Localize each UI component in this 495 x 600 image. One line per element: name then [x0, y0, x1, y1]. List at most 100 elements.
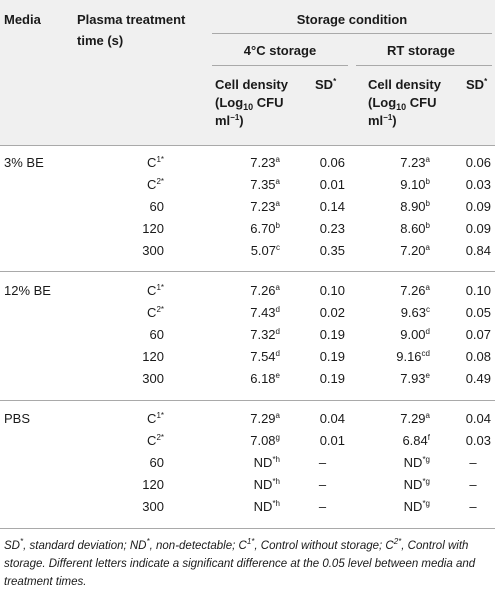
media-label: PBS [4, 411, 31, 426]
time-cell: 60 [149, 199, 164, 214]
cold-sd-cell: 0.23 [319, 221, 345, 236]
cold-sd-cell: 0.04 [319, 411, 345, 426]
media-label: 12% BE [4, 283, 51, 298]
cold-sd-cell: 0.14 [319, 199, 345, 214]
cell-density-line2: (Log10 CFU [215, 95, 284, 112]
rt-density-cell: 9.63c [400, 305, 430, 320]
cold-density-cell: 7.23a [250, 155, 280, 170]
cold-density-cell: 7.23a [250, 199, 280, 214]
cold-sd-cell: 0.01 [319, 433, 345, 448]
rt-storage-divider [356, 65, 492, 66]
rt-density-cell: 9.16cd [396, 349, 430, 364]
time-cell: 300 [142, 243, 164, 258]
group-divider [0, 400, 495, 401]
cold-sd-cell: 0.19 [319, 349, 345, 364]
rt-density-cell: ND*g [403, 477, 430, 492]
time-cell: C2* [147, 177, 164, 192]
cell-density-line1: Cell density [368, 77, 441, 92]
time-cell: C2* [147, 305, 164, 320]
rt-sd-cell: 0.10 [465, 283, 491, 298]
time-cell: 60 [149, 455, 164, 470]
plasma-time-header-line2: time (s) [77, 33, 124, 48]
cold-sd-cell: 0.10 [319, 283, 345, 298]
cold-sd-cell: 0.02 [319, 305, 345, 320]
header-bottom-rule [0, 145, 495, 146]
time-cell: 300 [142, 371, 164, 386]
cold-sd-cell: 0.19 [319, 327, 345, 342]
cold-density-cell: ND*h [253, 477, 280, 492]
cell-density-line3: ml−1) [368, 113, 397, 128]
time-cell: C1* [147, 155, 164, 170]
rt-sd-cell: 0.49 [465, 371, 491, 386]
cold-sd-cell: – [318, 499, 327, 514]
time-cell: 120 [142, 221, 164, 236]
cold-sd-header: SD* [315, 77, 337, 92]
cold-density-cell: ND*h [253, 455, 280, 470]
cold-storage-header: 4°C storage [243, 43, 317, 58]
cold-density-cell: 5.07c [250, 243, 280, 258]
rt-sd-cell: 0.03 [465, 433, 491, 448]
cold-density-cell: 7.08g [250, 433, 280, 448]
rt-sd-cell: 0.05 [465, 305, 491, 320]
time-cell: C1* [147, 283, 164, 298]
cold-density-cell: 7.26a [250, 283, 280, 298]
cold-density-cell: 7.32d [250, 327, 280, 342]
rt-sd-cell: 0.09 [465, 199, 491, 214]
rt-sd-cell: – [469, 499, 477, 514]
storage-condition-header: Storage condition [296, 12, 408, 27]
cold-density-cell: 7.54d [250, 349, 280, 364]
rt-density-cell: 7.29a [400, 411, 430, 426]
rt-storage-header: RT storage [387, 43, 455, 58]
rt-density-cell: 8.90b [400, 199, 430, 214]
cold-sd-cell: 0.06 [319, 155, 345, 170]
rt-density-cell: 6.84f [402, 433, 430, 448]
cold-density-cell: ND*h [253, 499, 280, 514]
cold-density-cell: 7.43d [250, 305, 280, 320]
table-footnote: SD*, standard deviation; ND*, non-detect… [4, 537, 476, 589]
rt-sd-cell: – [469, 477, 477, 492]
rt-sd-cell: 0.09 [465, 221, 491, 236]
rt-density-cell: 9.00d [400, 327, 430, 342]
rt-density-cell: 7.20a [400, 243, 430, 258]
cold-density-cell: 7.35a [250, 177, 280, 192]
rt-sd-cell: 0.04 [465, 411, 491, 426]
group-divider [0, 271, 495, 272]
rt-sd-cell: 0.08 [465, 349, 491, 364]
cell-density-line1: Cell density [215, 77, 288, 92]
media-column-header: Media [4, 12, 41, 27]
cell-density-line3: ml−1) [215, 113, 244, 128]
rt-sd-cell: 0.06 [465, 155, 491, 170]
cold-sd-cell: 0.19 [319, 371, 345, 386]
rt-density-cell: 9.10b [400, 177, 430, 192]
cold-sd-cell: – [318, 477, 327, 492]
rt-sd-cell: 0.84 [465, 243, 491, 258]
storage-condition-divider [212, 33, 492, 34]
media-label: 3% BE [4, 155, 44, 170]
table-header-background [0, 0, 495, 145]
cold-sd-cell: 0.35 [319, 243, 345, 258]
rt-density-cell: 7.26a [400, 283, 430, 298]
plasma-time-header-line1: Plasma treatment [77, 12, 186, 27]
rt-density-cell: 7.23a [400, 155, 430, 170]
time-cell: 120 [142, 477, 164, 492]
time-cell: 120 [142, 349, 164, 364]
cell-density-line2: (Log10 CFU [368, 95, 437, 112]
cold-density-cell: 7.29a [250, 411, 280, 426]
time-cell: C1* [147, 411, 164, 426]
rt-density-cell: ND*g [403, 455, 430, 470]
time-cell: 300 [142, 499, 164, 514]
cold-density-cell: 6.18e [250, 371, 280, 386]
rt-density-cell: 8.60b [400, 221, 430, 236]
cold-sd-cell: – [318, 455, 327, 470]
rt-sd-header: SD* [466, 77, 488, 92]
time-cell: C2* [147, 433, 164, 448]
rt-sd-cell: 0.03 [465, 177, 491, 192]
cold-density-cell: 6.70b [250, 221, 280, 236]
rt-sd-cell: 0.07 [465, 327, 491, 342]
cold-storage-divider [212, 65, 348, 66]
rt-sd-cell: – [469, 455, 477, 470]
cold-sd-cell: 0.01 [319, 177, 345, 192]
rt-density-cell: ND*g [403, 499, 430, 514]
table-bottom-rule [0, 528, 495, 529]
